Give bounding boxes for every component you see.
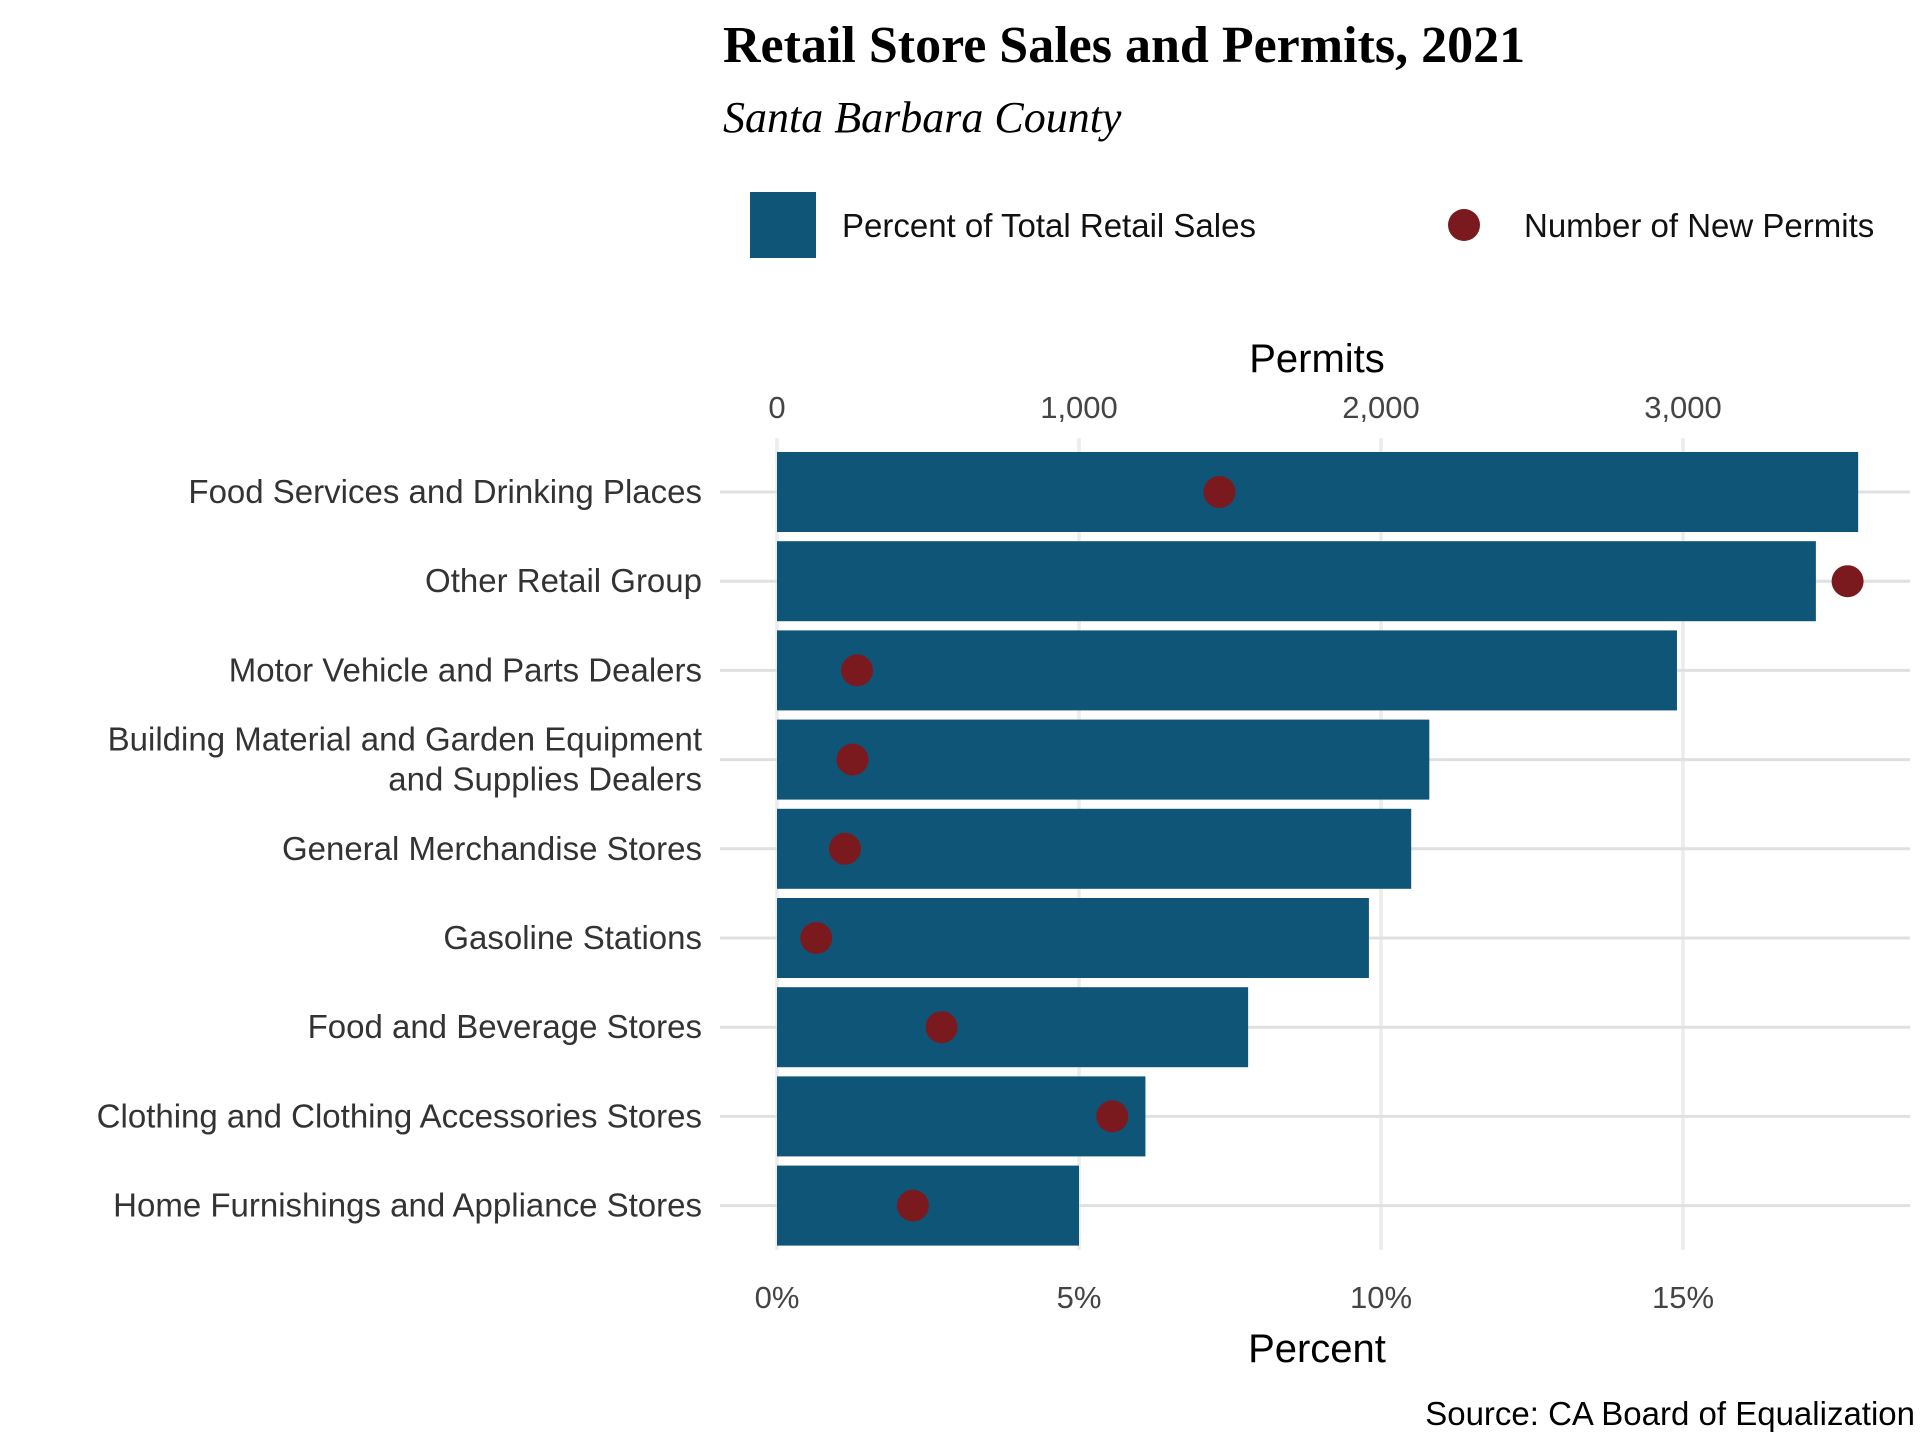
permit-point [925, 1011, 958, 1044]
legend-key-points [1448, 209, 1480, 241]
bar [777, 541, 1816, 622]
category-label: Other Retail Group [425, 562, 702, 599]
category-label: Motor Vehicle and Parts Dealers [229, 651, 702, 688]
permit-point [828, 832, 861, 865]
bar [777, 452, 1859, 532]
category-label: Food and Beverage Stores [308, 1008, 702, 1045]
category-label: General Merchandise Stores [282, 830, 702, 867]
bottom-axis-title: Percent [1248, 1327, 1386, 1371]
tick-label-permits: 2,000 [1342, 390, 1420, 425]
legend: Percent of Total Retail Sales Number of … [750, 192, 1874, 258]
chart-subtitle: Santa Barbara County [723, 93, 1122, 142]
category-label: Food Services and Drinking Places [188, 473, 702, 510]
legend-label-bars: Percent of Total Retail Sales [842, 207, 1256, 244]
bar [777, 1076, 1146, 1157]
bar [777, 898, 1369, 978]
tick-label-percent: 15% [1652, 1280, 1714, 1315]
permit-point [841, 654, 874, 687]
tick-label-permits: 0 [768, 390, 785, 425]
bar [777, 808, 1412, 889]
category-label: Building Material and Garden Equipment an… [108, 721, 702, 798]
category-label: Gasoline Stations [443, 919, 702, 956]
tick-label-permits: 3,000 [1644, 390, 1722, 425]
tick-label-percent: 0% [755, 1280, 800, 1315]
bar [777, 987, 1249, 1068]
permit-points [800, 476, 1864, 1222]
permit-point [896, 1189, 929, 1222]
permit-point [836, 743, 869, 776]
bar [777, 719, 1430, 800]
category-label: Home Furnishings and Appliance Stores [113, 1187, 702, 1224]
category-label: Clothing and Clothing Accessories Stores [97, 1097, 702, 1134]
permit-point [1831, 565, 1864, 598]
legend-key-bars [750, 192, 816, 258]
permit-point [1203, 476, 1236, 508]
permit-point [1096, 1100, 1129, 1133]
source-caption: Source: CA Board of Equalization [1425, 1395, 1915, 1432]
tick-label-percent: 10% [1350, 1280, 1412, 1315]
category-labels: Food Services and Drinking Places Other R… [97, 473, 702, 1224]
tick-label-permits: 1,000 [1040, 390, 1118, 425]
legend-label-points: Number of New Permits [1524, 207, 1874, 244]
bar [777, 630, 1677, 711]
chart-title: Retail Store Sales and Permits, 2021 [723, 17, 1525, 74]
top-axis-title: Permits [1249, 337, 1385, 381]
permit-point [800, 922, 833, 954]
bars [777, 452, 1859, 1246]
axis-ticks: 0% 5% 10% 15% 0 1,000 2,000 3,000 [755, 390, 1722, 1315]
tick-label-percent: 5% [1057, 1280, 1102, 1315]
